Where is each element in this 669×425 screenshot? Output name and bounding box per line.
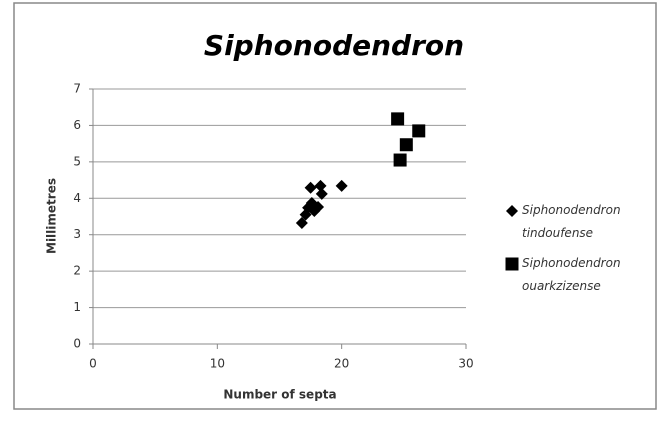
point	[304, 181, 317, 194]
point	[315, 187, 328, 200]
point	[399, 138, 413, 152]
chart-title: Siphonodendron	[204, 29, 464, 62]
x-axis-label: Number of septa	[223, 388, 336, 402]
point	[412, 124, 426, 138]
x-tick-label: 20	[334, 357, 349, 371]
legend-marker	[505, 257, 519, 271]
y-tick-label: 0	[73, 337, 81, 351]
legend-item: Siphonodendron ouarkzizense	[522, 256, 621, 293]
point	[335, 179, 348, 192]
legend-label: Siphonodendron ouarkzizense	[522, 256, 621, 293]
point	[312, 201, 325, 214]
x-tick-label: 0	[89, 357, 97, 371]
y-tick-label: 5	[73, 154, 81, 168]
point	[391, 112, 405, 126]
x-tick-label: 10	[210, 357, 225, 371]
chart-frame	[13, 2, 657, 410]
y-tick-label: 1	[73, 300, 81, 314]
y-tick-label: 2	[73, 264, 81, 278]
point	[393, 153, 407, 167]
y-tick-label: 4	[73, 191, 81, 205]
y-tick-label: 7	[73, 82, 81, 96]
y-tick-label: 6	[73, 118, 81, 132]
legend-label: Siphonodendron tindoufense	[522, 203, 621, 240]
point	[314, 179, 327, 192]
y-tick-label: 3	[73, 227, 81, 241]
point	[295, 217, 308, 230]
x-tick-label: 30	[458, 357, 473, 371]
legend-marker	[506, 205, 518, 217]
legend-item: Siphonodendron tindoufense	[522, 203, 621, 240]
y-axis-label: Millimetres	[45, 178, 59, 254]
